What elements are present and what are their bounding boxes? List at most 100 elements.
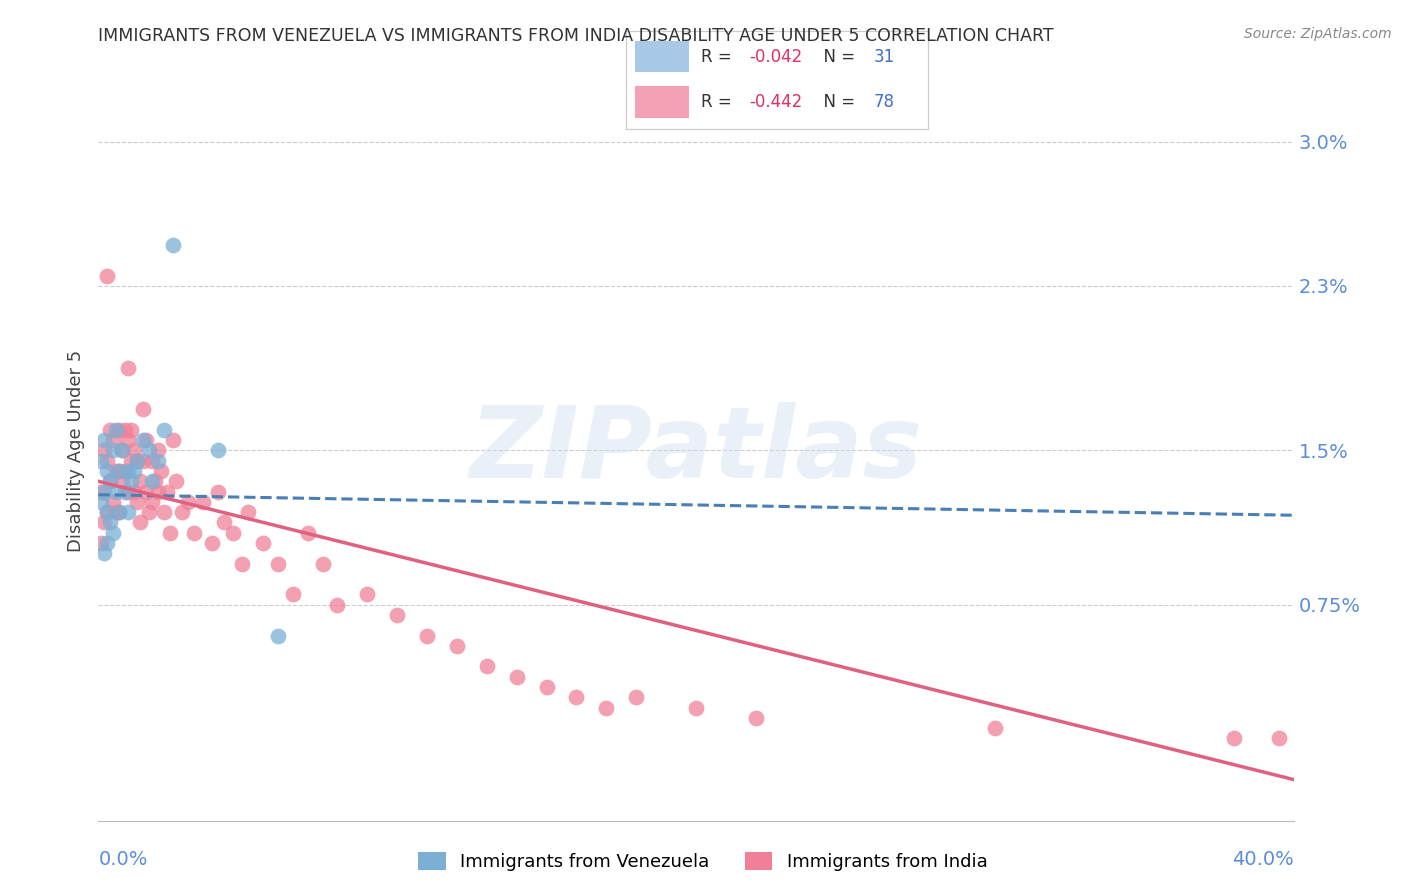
- Y-axis label: Disability Age Under 5: Disability Age Under 5: [66, 350, 84, 551]
- Point: [165, 475, 187, 489]
- Point: [475, 659, 498, 673]
- Point: [446, 639, 468, 653]
- Text: N =: N =: [813, 93, 860, 111]
- Point: [90, 495, 112, 509]
- Point: [1267, 731, 1289, 746]
- Point: [984, 721, 1007, 735]
- Point: [127, 454, 149, 468]
- Point: [150, 464, 173, 478]
- Point: [93, 433, 115, 447]
- Text: -0.442: -0.442: [749, 93, 803, 111]
- Point: [1223, 731, 1246, 746]
- Point: [132, 454, 155, 468]
- Point: [111, 475, 134, 489]
- Point: [153, 505, 176, 519]
- Text: -0.042: -0.042: [749, 48, 803, 66]
- Point: [96, 268, 118, 283]
- Point: [745, 711, 768, 725]
- Point: [207, 484, 229, 499]
- Point: [267, 628, 290, 642]
- Point: [156, 484, 179, 499]
- Point: [120, 423, 142, 437]
- Point: [127, 495, 149, 509]
- Point: [108, 464, 131, 478]
- FancyBboxPatch shape: [634, 87, 689, 118]
- Point: [90, 484, 112, 499]
- Point: [117, 505, 139, 519]
- Text: 40.0%: 40.0%: [1232, 850, 1294, 870]
- Point: [96, 536, 118, 550]
- Point: [138, 443, 160, 458]
- Point: [105, 505, 128, 519]
- Point: [416, 628, 439, 642]
- Point: [114, 423, 136, 437]
- Point: [311, 557, 333, 571]
- Text: 0.0%: 0.0%: [98, 850, 148, 870]
- Point: [595, 700, 617, 714]
- Point: [117, 484, 139, 499]
- Text: ZIPatlas: ZIPatlas: [470, 402, 922, 499]
- Point: [135, 484, 157, 499]
- Point: [96, 464, 118, 478]
- Point: [127, 454, 149, 468]
- Point: [96, 505, 118, 519]
- Point: [114, 484, 136, 499]
- Point: [153, 423, 176, 437]
- Point: [212, 516, 235, 530]
- Text: IMMIGRANTS FROM VENEZUELA VS IMMIGRANTS FROM INDIA DISABILITY AGE UNDER 5 CORREL: IMMIGRANTS FROM VENEZUELA VS IMMIGRANTS …: [98, 27, 1054, 45]
- Point: [267, 557, 290, 571]
- Point: [111, 443, 134, 458]
- Point: [172, 505, 194, 519]
- Point: [506, 670, 529, 684]
- Point: [141, 475, 163, 489]
- Point: [105, 423, 128, 437]
- Point: [124, 443, 146, 458]
- Text: 78: 78: [873, 93, 894, 111]
- Point: [120, 475, 142, 489]
- Text: 31: 31: [873, 48, 894, 66]
- Point: [90, 454, 112, 468]
- Point: [96, 505, 118, 519]
- Point: [141, 454, 163, 468]
- Point: [129, 516, 152, 530]
- Text: Source: ZipAtlas.com: Source: ZipAtlas.com: [1244, 27, 1392, 41]
- Point: [685, 700, 707, 714]
- Point: [132, 433, 155, 447]
- Point: [148, 443, 170, 458]
- Point: [191, 495, 214, 509]
- Point: [536, 680, 558, 694]
- Point: [117, 464, 139, 478]
- Point: [326, 598, 349, 612]
- Point: [93, 443, 115, 458]
- Point: [297, 525, 319, 540]
- Point: [162, 433, 184, 447]
- Point: [103, 433, 125, 447]
- Point: [93, 516, 115, 530]
- Legend: Immigrants from Venezuela, Immigrants from India: Immigrants from Venezuela, Immigrants fr…: [411, 845, 995, 879]
- Point: [135, 433, 157, 447]
- FancyBboxPatch shape: [634, 41, 689, 72]
- Point: [98, 475, 122, 489]
- Point: [141, 495, 163, 509]
- Point: [96, 454, 118, 468]
- Point: [98, 516, 122, 530]
- Point: [105, 484, 128, 499]
- Point: [231, 557, 253, 571]
- Point: [148, 454, 170, 468]
- Point: [90, 536, 112, 550]
- Point: [385, 607, 409, 622]
- Point: [143, 475, 166, 489]
- Point: [148, 484, 170, 499]
- Text: R =: R =: [702, 93, 737, 111]
- Point: [132, 402, 155, 417]
- Point: [117, 361, 139, 376]
- Point: [93, 546, 115, 560]
- Point: [103, 525, 125, 540]
- Point: [356, 587, 378, 601]
- Point: [222, 525, 245, 540]
- Point: [124, 484, 146, 499]
- Text: N =: N =: [813, 48, 860, 66]
- Point: [120, 454, 142, 468]
- Point: [183, 525, 205, 540]
- Point: [565, 690, 588, 705]
